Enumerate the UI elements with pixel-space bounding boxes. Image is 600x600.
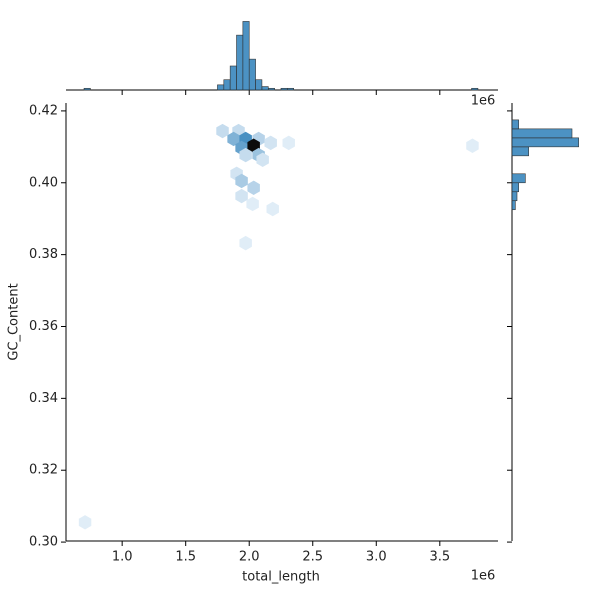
x-hist-bar <box>248 58 256 91</box>
x-tick-label: 2.0 <box>239 550 260 565</box>
x-hist-bar <box>242 21 250 91</box>
y-hist-bar <box>511 146 529 157</box>
y-axis-label: GC_Content <box>7 283 22 360</box>
x-tick-label: 3.5 <box>429 550 450 565</box>
y-tick-label: 0.32 <box>29 463 58 478</box>
y-hist-bar <box>511 128 573 139</box>
hex-cell <box>239 235 252 251</box>
hex-cell <box>246 196 259 212</box>
x-hist-bar <box>83 87 91 91</box>
y-tick-label: 0.36 <box>29 319 58 334</box>
y-tick-label: 0.30 <box>29 535 58 550</box>
hex-cell <box>247 180 260 195</box>
y-hist-bar <box>511 191 518 202</box>
y-tick-label: 0.42 <box>29 103 58 118</box>
hex-cell <box>227 131 240 147</box>
y-tick-label: 0.34 <box>29 391 58 406</box>
x-tick-label: 1.5 <box>175 550 196 565</box>
hex-cell <box>235 188 248 204</box>
hex-cell <box>466 138 479 153</box>
y-hist-bar <box>511 200 516 211</box>
x-tick-label: 2.5 <box>302 550 323 565</box>
hex-cell <box>264 135 277 151</box>
y-hist-bar <box>511 173 526 184</box>
hex-cell <box>216 123 229 139</box>
y-hist-bar <box>511 182 519 193</box>
x-hist-bar <box>471 87 479 91</box>
y-tick-label: 0.40 <box>29 175 58 190</box>
x-hist-bar <box>267 87 275 91</box>
x-hist-bar <box>287 87 294 91</box>
y-hist-bar <box>511 119 519 130</box>
hex-cell <box>235 173 248 189</box>
x-axis-label: total_length <box>242 570 320 585</box>
hex-cell <box>239 147 252 163</box>
x-hist-bar <box>217 84 225 91</box>
hex-cell <box>78 515 92 530</box>
x-hist-bar <box>223 79 231 91</box>
x-hist-bar <box>229 65 237 91</box>
y-tick-label: 0.38 <box>29 247 58 262</box>
x-tick-label: 3.0 <box>366 550 387 565</box>
hex-cell <box>256 152 269 167</box>
x-offset-label: 1e6 <box>471 94 496 109</box>
hex-cell <box>282 135 295 151</box>
x-hist-bar <box>280 87 288 91</box>
y-hist-bar <box>511 137 579 148</box>
x-hist-bar <box>261 86 269 91</box>
x-hist-bar <box>236 34 244 91</box>
x-hist-bar <box>255 79 263 91</box>
hex-cell <box>266 201 279 217</box>
x-tick-label: 1.0 <box>112 550 133 565</box>
x-offset-label: 1e6 <box>471 569 496 584</box>
